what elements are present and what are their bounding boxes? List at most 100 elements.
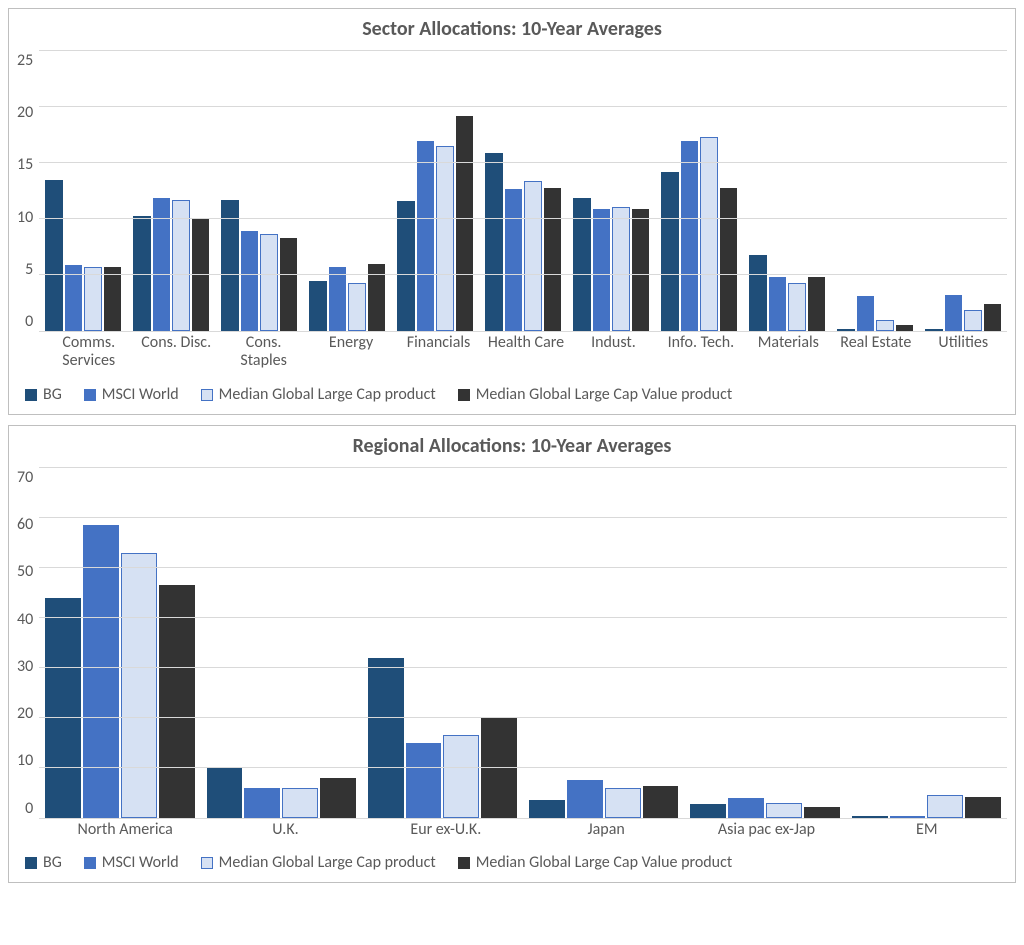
bar-mglcv bbox=[804, 807, 840, 818]
legend-label: Median Global Large Cap product bbox=[219, 853, 436, 872]
bar-group bbox=[39, 468, 200, 818]
x-tick-label: Energy bbox=[307, 334, 394, 371]
y-tick-label: 20 bbox=[17, 103, 33, 122]
y-tick-label: 40 bbox=[17, 610, 33, 629]
bar-mglcv bbox=[984, 304, 1002, 331]
grid-line bbox=[39, 106, 1007, 107]
bar-mglc bbox=[282, 788, 318, 818]
x-tick-label: Materials bbox=[745, 334, 832, 371]
bar-mglc bbox=[524, 181, 542, 331]
bar-group bbox=[567, 51, 655, 331]
bar-bg bbox=[45, 180, 63, 331]
legend-item-mglc: Median Global Large Cap product bbox=[201, 385, 436, 404]
x-tick-label: Comms. Services bbox=[45, 334, 132, 371]
x-tick-label: Indust. bbox=[570, 334, 657, 371]
x-tick-label: Financials bbox=[395, 334, 482, 371]
x-tick-label: Health Care bbox=[482, 334, 569, 371]
regional-allocations-panel: Regional Allocations: 10-Year Averages 7… bbox=[8, 425, 1016, 883]
bar-msci bbox=[681, 141, 699, 331]
y-tick-label: 25 bbox=[17, 51, 33, 70]
legend-swatch bbox=[201, 857, 213, 869]
bar-group bbox=[201, 468, 362, 818]
bar-bg bbox=[925, 329, 943, 331]
x-tick-label: Eur ex-U.K. bbox=[366, 821, 526, 839]
bar-mglcv bbox=[481, 718, 517, 818]
bar-bg bbox=[368, 658, 404, 818]
bar-group bbox=[391, 51, 479, 331]
bar-bg bbox=[221, 200, 239, 331]
x-axis-labels: North AmericaU.K.Eur ex-U.K.JapanAsia pa… bbox=[45, 821, 1007, 839]
legend-swatch bbox=[84, 857, 96, 869]
bar-msci bbox=[244, 788, 280, 818]
bar-mglc bbox=[605, 788, 641, 818]
bar-mglc bbox=[612, 207, 630, 331]
legend: BG MSCI World Median Global Large Cap prod… bbox=[25, 853, 1007, 872]
y-tick-label: 10 bbox=[17, 208, 33, 227]
y-tick-label: 60 bbox=[17, 515, 33, 534]
y-axis: 2520151050 bbox=[17, 51, 39, 331]
plot-area bbox=[39, 468, 1007, 819]
y-tick-label: 30 bbox=[17, 657, 33, 676]
bar-mglc bbox=[443, 735, 479, 818]
legend-label: MSCI World bbox=[102, 385, 179, 404]
bar-mglcv bbox=[104, 267, 122, 331]
legend-label: MSCI World bbox=[102, 853, 179, 872]
bar-mglc bbox=[876, 320, 894, 331]
legend-swatch bbox=[201, 389, 213, 401]
legend-swatch bbox=[25, 857, 37, 869]
page: Sector Allocations: 10-Year Averages 25 2… bbox=[0, 0, 1024, 905]
y-tick-label: 50 bbox=[17, 562, 33, 581]
legend-item-mglcv: Median Global Large Cap Value product bbox=[458, 853, 733, 872]
x-tick-label: Info. Tech. bbox=[657, 334, 744, 371]
bar-group bbox=[127, 51, 215, 331]
grid-line bbox=[39, 162, 1007, 163]
bar-msci bbox=[83, 525, 119, 818]
legend-swatch bbox=[458, 857, 470, 869]
bar-mglc bbox=[172, 200, 190, 331]
bar-groups bbox=[39, 51, 1007, 331]
chart-area: 2520151050 bbox=[17, 51, 1007, 332]
bar-bg bbox=[529, 800, 565, 818]
bar-group bbox=[846, 468, 1007, 818]
bar-bg bbox=[661, 172, 679, 331]
bar-msci bbox=[769, 277, 787, 331]
bar-mglcv bbox=[720, 188, 738, 331]
bar-bg bbox=[485, 153, 503, 331]
x-tick-label: Real Estate bbox=[832, 334, 919, 371]
y-tick-label: 5 bbox=[25, 260, 33, 279]
bar-group bbox=[684, 468, 845, 818]
legend-swatch bbox=[84, 389, 96, 401]
bar-msci bbox=[406, 743, 442, 818]
legend-label: BG bbox=[43, 853, 62, 872]
bar-bg bbox=[45, 598, 81, 818]
bar-group bbox=[303, 51, 391, 331]
grid-line bbox=[39, 517, 1007, 518]
bar-msci bbox=[593, 209, 611, 331]
bar-mglc bbox=[788, 283, 806, 331]
bar-msci bbox=[505, 189, 523, 331]
grid-line bbox=[39, 467, 1007, 468]
grid-line bbox=[39, 218, 1007, 219]
bar-mglc bbox=[700, 137, 718, 331]
grid-line bbox=[39, 767, 1007, 768]
y-tick-label: 20 bbox=[17, 704, 33, 723]
chart-title: Sector Allocations: 10-Year Averages bbox=[17, 17, 1007, 41]
bar-mglc bbox=[436, 146, 454, 331]
bar-group bbox=[479, 51, 567, 331]
legend-item-bg: BG bbox=[25, 853, 62, 872]
bar-bg bbox=[837, 329, 855, 331]
legend-item-msci: MSCI World bbox=[84, 385, 179, 404]
bar-mglcv bbox=[456, 116, 474, 331]
y-tick-label: 10 bbox=[17, 751, 33, 770]
y-tick-label: 0 bbox=[25, 312, 33, 331]
bar-mglcv bbox=[808, 277, 826, 331]
bar-msci bbox=[890, 816, 926, 818]
bar-msci bbox=[417, 141, 435, 331]
bar-mglc bbox=[927, 795, 963, 818]
legend-item-msci: MSCI World bbox=[84, 853, 179, 872]
bar-mglc bbox=[964, 310, 982, 331]
legend-swatch bbox=[25, 389, 37, 401]
legend-label: Median Global Large Cap product bbox=[219, 385, 436, 404]
bar-msci bbox=[567, 780, 603, 818]
bar-group bbox=[39, 51, 127, 331]
